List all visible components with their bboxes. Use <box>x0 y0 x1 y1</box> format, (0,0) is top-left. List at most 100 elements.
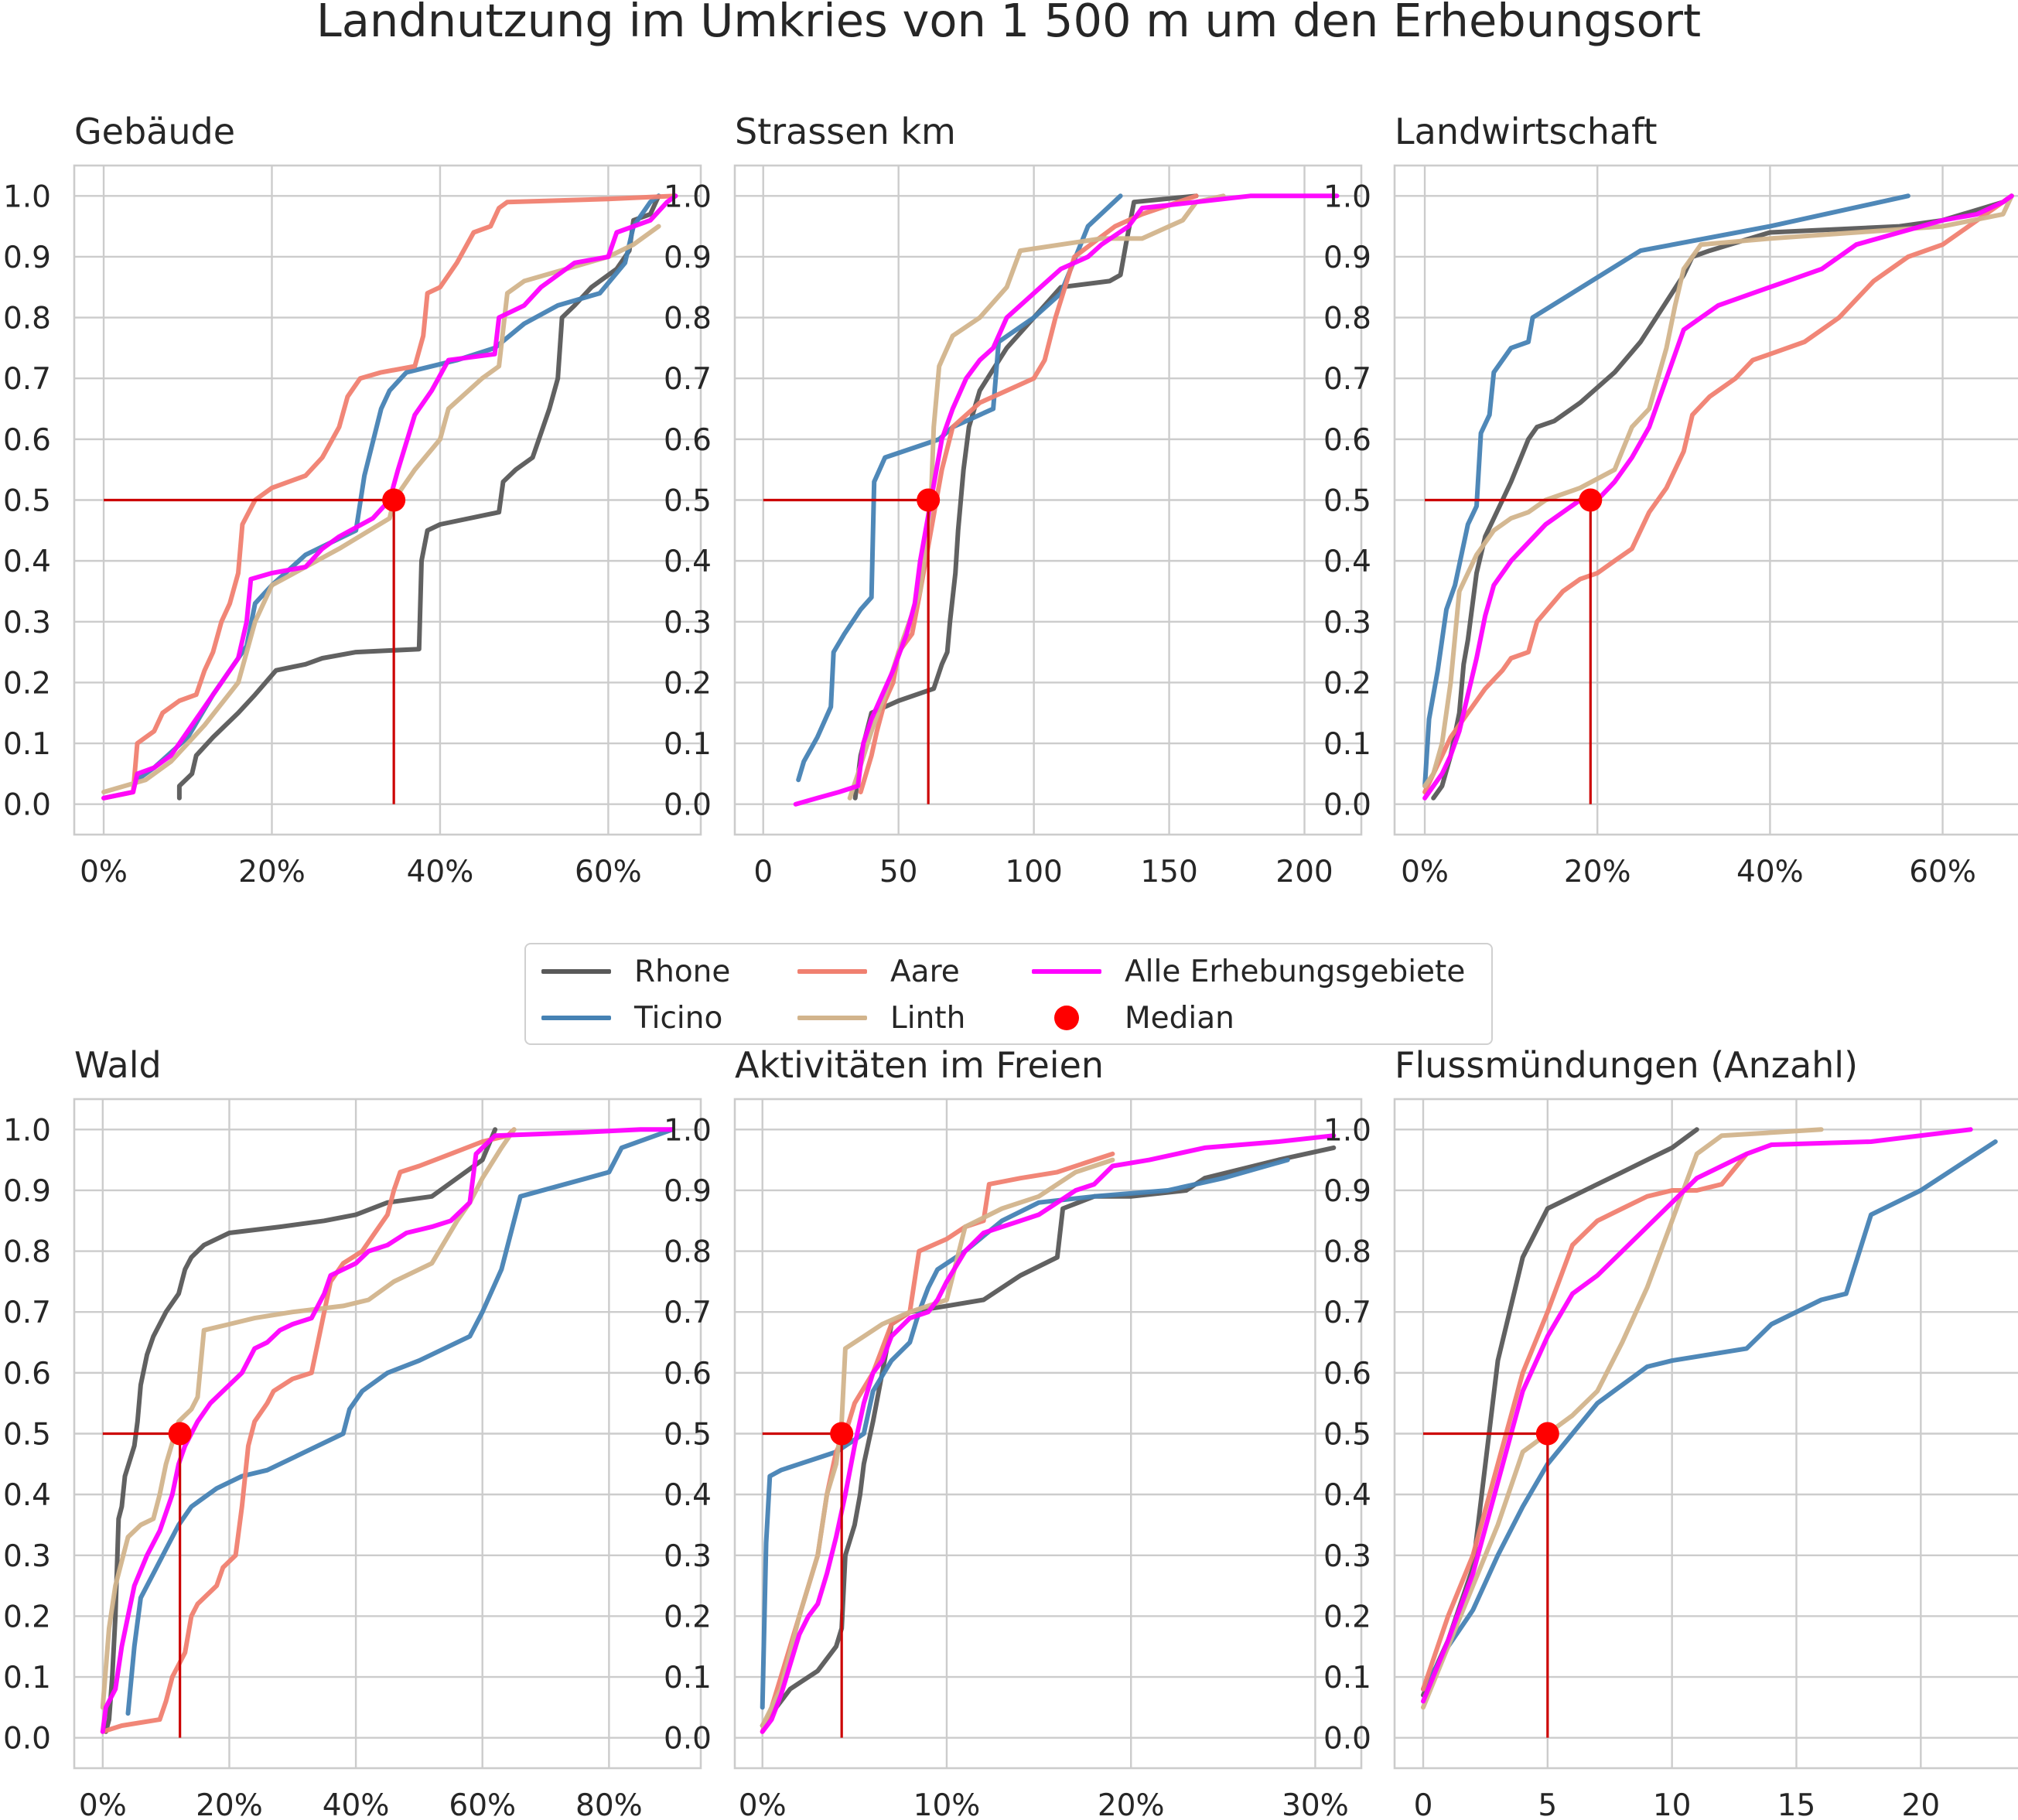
panel-3-title: Landwirtschaft <box>1395 111 1658 152</box>
panel-3-ytick-label-2: 0.2 <box>1323 666 1371 701</box>
legend-label-ticino: Ticino <box>634 1000 723 1036</box>
panel-3-ytick-label-8: 0.8 <box>1323 302 1371 336</box>
legend-swatch-ticino <box>541 1016 611 1020</box>
legend-swatch-alle <box>1032 969 1101 974</box>
legend: Rhone Ticino Aare Linth Alle Erhebungsge… <box>524 943 1493 1045</box>
panel-2-ytick-label-5: 0.5 <box>664 484 712 519</box>
panel-2-series-alle-erhebungsgebiete <box>793 193 1340 807</box>
panel-5-ytick-label-5: 0.5 <box>664 1418 712 1453</box>
panel-2-ytick-label-4: 0.4 <box>664 545 712 579</box>
panel-2-ytick-label-2: 0.2 <box>664 666 712 701</box>
panel-4-xtick-label-0: 0% <box>79 1788 127 1820</box>
legend-label-median: Median <box>1125 1000 1234 1036</box>
panel-6-xtick-label-3: 15 <box>1777 1788 1816 1820</box>
panel-5-ytick-label-1: 0.1 <box>664 1661 712 1695</box>
panel-3-xtick-label-2: 40% <box>1736 855 1804 890</box>
panel-3-frame <box>1393 164 2018 836</box>
panel-5-series-ticino <box>760 1157 1290 1710</box>
panel-1-xtick-label-1: 20% <box>238 855 306 890</box>
panel-2-ytick-label-7: 0.7 <box>664 362 712 397</box>
panel-3-series-rhone <box>1431 193 2014 801</box>
panel-6-ytick-label-9: 0.9 <box>1323 1174 1371 1209</box>
panel-1-ytick-label-2: 0.2 <box>3 666 51 701</box>
panel-3-series-linth <box>1422 193 2014 789</box>
panel-4-ytick-label-7: 0.7 <box>3 1296 51 1330</box>
panel-2-ytick-label-1: 0.1 <box>664 727 712 762</box>
legend-label-linth: Linth <box>890 1000 966 1036</box>
panel-1-series-alle-erhebungsgebiete <box>101 193 678 801</box>
panel-1-ytick-label-10: 1.0 <box>3 179 51 214</box>
panel-1-ytick-label-5: 0.5 <box>3 484 51 519</box>
panel-5-ytick-label-0: 0.0 <box>664 1722 712 1757</box>
panel-1-series-linth <box>101 224 661 794</box>
panel-2-ytick-label-8: 0.8 <box>664 302 712 336</box>
panel-3-xtick-label-1: 20% <box>1564 855 1631 890</box>
panel-4-series-aare <box>100 1127 517 1734</box>
panel-4-series-ticino <box>125 1127 675 1716</box>
panel-4-xtick-label-3: 60% <box>449 1788 516 1820</box>
panel-4-xtick-label-1: 20% <box>196 1788 263 1820</box>
legend-item-aare: Aare <box>797 952 960 991</box>
panel-1-xtick-label-0: 0% <box>80 855 128 890</box>
panel-6-xtick-label-2: 10 <box>1653 1788 1692 1820</box>
panel-2-xtick-label-0: 0 <box>753 855 773 890</box>
panel-4-ytick-label-0: 0.0 <box>3 1722 51 1757</box>
panel-4-median-point <box>168 1422 192 1446</box>
panel-4-ytick-label-3: 0.3 <box>3 1539 51 1574</box>
panel-6-ytick-label-8: 0.8 <box>1323 1235 1371 1270</box>
panel-2-ytick-label-9: 0.9 <box>664 241 712 275</box>
panel-6-xtick-label-4: 20 <box>1902 1788 1941 1820</box>
panel-3-xtick-label-3: 60% <box>1909 855 1976 890</box>
legend-label-alle: Alle Erhebungsgebiete <box>1125 954 1466 989</box>
panel-6-ytick-label-2: 0.2 <box>1323 1600 1371 1634</box>
panel-3-ytick-label-3: 0.3 <box>1323 606 1371 640</box>
panel-1-ytick-label-4: 0.4 <box>3 545 51 579</box>
panel-1: 0% 20% 40% 60% 0.0 0.1 0.2 0.3 0.4 0.5 0.6 0.7 0.8 0.… <box>3 111 702 890</box>
panel-6-frame <box>1393 1098 2018 1770</box>
panel-3-series-aare <box>1422 193 2014 794</box>
panel-5-ytick-label-7: 0.7 <box>664 1296 712 1330</box>
panel-1-ytick-label-3: 0.3 <box>3 606 51 640</box>
panel-5-xtick-label-3: 30% <box>1282 1788 1349 1820</box>
panel-4-series-linth <box>100 1127 517 1710</box>
panel-4-series-rhone <box>103 1127 498 1734</box>
panel-2-median-point <box>917 488 941 512</box>
panel-4-ytick-label-1: 0.1 <box>3 1661 51 1695</box>
legend-swatch-aare <box>797 969 867 974</box>
panel-6-xtick-label-0: 0 <box>1414 1788 1433 1820</box>
panel-4-title: Wald <box>74 1044 162 1086</box>
panel-6-ytick-label-0: 0.0 <box>1323 1722 1371 1757</box>
panel-4-ytick-label-9: 0.9 <box>3 1174 51 1209</box>
panel-2-series-ticino <box>796 193 1123 783</box>
panel-1-ytick-label-0: 0.0 <box>3 788 51 823</box>
panel-5-xtick-label-2: 20% <box>1098 1788 1165 1820</box>
panel-1-ytick-label-6: 0.6 <box>3 423 51 458</box>
panel-1-median-point <box>382 488 406 512</box>
panel-5-ytick-label-10: 1.0 <box>664 1113 712 1148</box>
panel-2-xtick-label-1: 50 <box>879 855 918 890</box>
panel-6-ytick-label-7: 0.7 <box>1323 1296 1371 1330</box>
legend-item-linth: Linth <box>797 999 965 1037</box>
panel-2-ytick-label-6: 0.6 <box>664 423 712 458</box>
panel-1-frame <box>73 164 702 836</box>
panel-2-xtick-label-4: 200 <box>1275 855 1333 890</box>
panel-5-ytick-label-4: 0.4 <box>664 1478 712 1513</box>
panel-6-series-linth <box>1421 1127 1824 1710</box>
panel-1-ytick-label-9: 0.9 <box>3 241 51 275</box>
panel-3-series-ticino <box>1422 193 1910 789</box>
chart-panels: 0% 20% 40% 60% 0.0 0.1 0.2 0.3 0.4 0.5 0.6 0.7 0.8 0.… <box>3 111 2018 1820</box>
panel-5-frame <box>733 1098 1363 1770</box>
panel-4: 0% 20% 40% 60% 80% 0.0 0.1 0.2 0.3 0.4 0.5 0.6 0.7 0.… <box>3 1044 702 1820</box>
panel-4-ytick-label-4: 0.4 <box>3 1478 51 1513</box>
panel-1-ytick-label-1: 0.1 <box>3 727 51 762</box>
panel-6: 0 5 10 15 20 0.0 0.1 0.2 0.3 0.4 0.5 0.6 0.7 0.8 0.9 1.… <box>1323 1044 2018 1820</box>
panel-6-xtick-label-1: 5 <box>1538 1788 1557 1820</box>
panel-2: 0 50 100 150 200 0.0 0.1 0.2 0.3 0.4 0.5 0.6 0.7 0.8 0… <box>664 111 1363 890</box>
panel-2-title: Strassen km <box>735 111 956 152</box>
panel-3-ytick-label-0: 0.0 <box>1323 788 1371 823</box>
panel-4-frame <box>73 1098 702 1770</box>
panel-2-frame <box>733 164 1363 836</box>
panel-3-ytick-label-10: 1.0 <box>1323 179 1371 214</box>
panel-4-ytick-label-2: 0.2 <box>3 1600 51 1634</box>
